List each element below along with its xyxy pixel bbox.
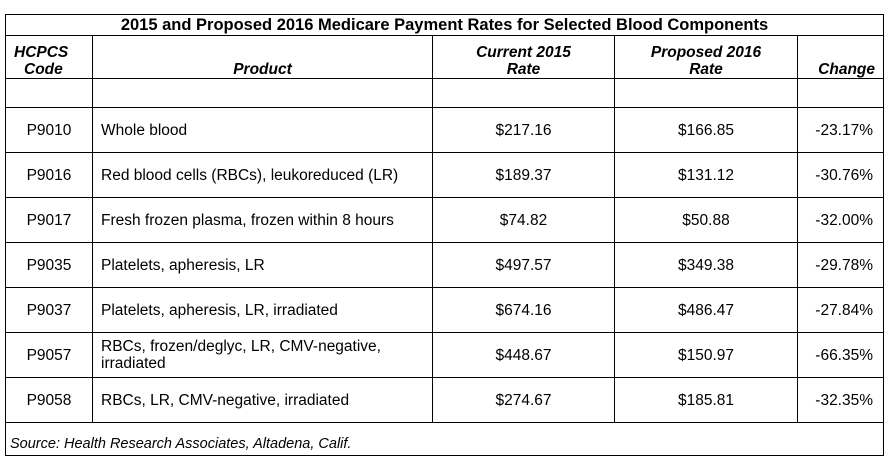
proposed-rate-cell: $131.12: [614, 152, 798, 198]
change-cell: -27.84%: [796, 287, 885, 333]
data-rows: P9010 Whole blood $217.16 $166.85 -23.17% P90…: [5, 107, 885, 423]
table-row: P9016 Red blood cells (RBCs), leukoreduce…: [5, 152, 885, 198]
hcpcs-code-cell: P9035: [5, 242, 93, 288]
header-code-line2: Code: [24, 61, 63, 78]
current-rate-cell: $674.16: [432, 287, 615, 333]
current-rate-cell: $497.57: [432, 242, 615, 288]
rates-table-container: 2015 and Proposed 2016 Medicare Payment …: [4, 14, 885, 456]
spacer-cell: [5, 78, 93, 108]
table-row: P9010 Whole blood $217.16 $166.85 -23.17%: [5, 107, 885, 153]
header-current-line1: Current 2015: [476, 44, 571, 61]
header-product: Product: [92, 35, 433, 79]
proposed-rate-cell: $185.81: [614, 377, 798, 423]
table-row: P9017 Fresh frozen plasma, frozen within …: [5, 197, 885, 243]
change-cell: -32.35%: [796, 377, 885, 423]
current-rate-cell: $448.67: [432, 332, 615, 378]
header-code-line1: HCPCS: [14, 44, 69, 61]
table-row: P9037 Platelets, apheresis, LR, irradiate…: [5, 287, 885, 333]
current-rate-cell: $74.82: [432, 197, 615, 243]
hcpcs-code-cell: P9058: [5, 377, 93, 423]
proposed-rate-cell: $349.38: [614, 242, 798, 288]
current-rate-cell: $189.37: [432, 152, 615, 198]
header-proposed-rate: Proposed 2016 Rate: [614, 35, 798, 79]
hcpcs-code-cell: P9017: [5, 197, 93, 243]
change-cell: -23.17%: [796, 107, 885, 153]
change-cell: -29.78%: [796, 242, 885, 288]
spacer-cell: [432, 78, 615, 108]
header-current-rate: Current 2015 Rate: [432, 35, 615, 79]
header-hcpcs-code: HCPCS Code: [5, 35, 93, 79]
hcpcs-code-cell: P9057: [5, 332, 93, 378]
header-row: HCPCS Code Product Current 2015 Rate Pro…: [5, 35, 885, 79]
proposed-rate-cell: $50.88: [614, 197, 798, 243]
proposed-rate-cell: $486.47: [614, 287, 798, 333]
header-current-line2: Rate: [506, 61, 541, 78]
change-cell: -66.35%: [796, 332, 885, 378]
rates-table: 2015 and Proposed 2016 Medicare Payment …: [4, 14, 885, 456]
proposed-rate-cell: $166.85: [614, 107, 798, 153]
product-cell: RBCs, frozen/deglyc, LR, CMV-negative, i…: [92, 332, 433, 378]
product-cell: Fresh frozen plasma, frozen within 8 hou…: [92, 197, 433, 243]
table-title: 2015 and Proposed 2016 Medicare Payment …: [4, 14, 885, 36]
header-change: Change: [796, 35, 885, 79]
hcpcs-code-cell: P9037: [5, 287, 93, 333]
spacer-cell: [796, 78, 885, 108]
product-cell: Whole blood: [92, 107, 433, 153]
product-cell: Platelets, apheresis, LR, irradiated: [92, 287, 433, 333]
hcpcs-code-cell: P9010: [5, 107, 93, 153]
current-rate-cell: $274.67: [432, 377, 615, 423]
current-rate-cell: $217.16: [432, 107, 615, 153]
table-row: P9057 RBCs, frozen/deglyc, LR, CMV-negati…: [5, 332, 885, 378]
source-note: Source: Health Research Associates, Alta…: [4, 422, 885, 456]
hcpcs-code-cell: P9016: [5, 152, 93, 198]
table-row: P9058 RBCs, LR, CMV-negative, irradiated $…: [5, 377, 885, 423]
change-cell: -30.76%: [796, 152, 885, 198]
proposed-rate-cell: $150.97: [614, 332, 798, 378]
product-cell: Red blood cells (RBCs), leukoreduced (LR…: [92, 152, 433, 198]
header-proposed-line1: Proposed 2016: [650, 44, 762, 61]
product-cell: RBCs, LR, CMV-negative, irradiated: [92, 377, 433, 423]
spacer-cell: [92, 78, 433, 108]
spacer-row: [5, 78, 885, 108]
product-cell: Platelets, apheresis, LR: [92, 242, 433, 288]
spacer-cell: [614, 78, 798, 108]
change-cell: -32.00%: [796, 197, 885, 243]
table-row: P9035 Platelets, apheresis, LR $497.57 $349…: [5, 242, 885, 288]
header-proposed-line2: Rate: [689, 61, 723, 78]
